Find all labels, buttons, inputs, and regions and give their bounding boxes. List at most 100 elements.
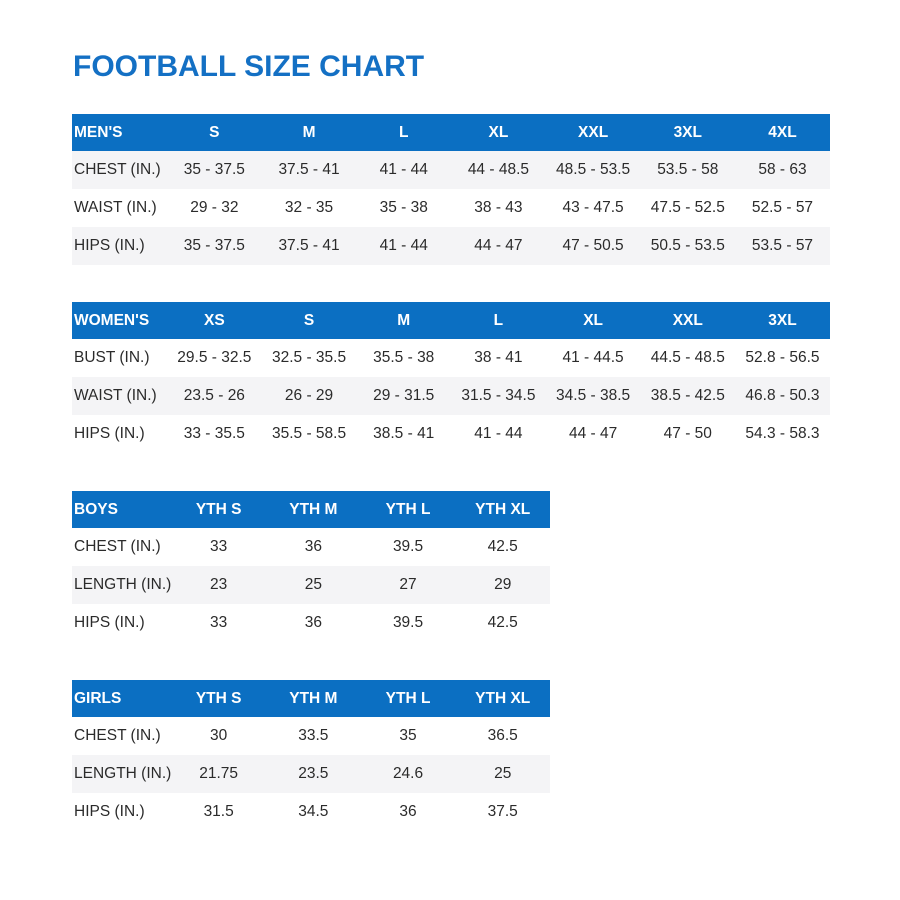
measurement-cell: 53.5 - 58 [640,151,736,189]
row-label: HIPS (IN.) [74,803,145,820]
row-label: HIPS (IN.) [74,614,145,631]
header-row: GIRLS YTH S YTH M YTH L YTH XL [72,680,551,717]
row-label: HIPS (IN.) [72,227,167,265]
measurement-cell: 35 - 37.5 [167,151,262,189]
measurement-cell: 41 - 44 [356,151,452,189]
measurement-cell: 34.5 - 38.5 [545,377,641,415]
measurement-cell: 23.5 - 26 [167,377,262,415]
girls-size-table: GIRLS YTH S YTH M YTH L YTH XL CHEST (IN.) 30 3… [72,680,551,831]
measurement-cell: 37.5 [487,803,518,820]
measurement-cell: 43 - 47.5 [562,199,624,216]
size-header: M [356,302,452,339]
row-label: CHEST (IN.) [74,538,161,555]
measurement-cell: 36 [304,538,322,555]
size-header: S [261,302,357,339]
category-header: MEN'S [72,114,167,151]
measurement-cell: 29 - 31.5 [356,377,452,415]
size-header: YTH L [360,491,456,528]
measurement-cell: 42.5 [487,538,518,555]
size-header: YTH S [171,491,266,528]
measurement-cell: 54.3 - 58.3 [745,425,820,442]
measurement-cell: 38 - 41 [474,349,523,366]
table-row: BUST (IN.) 29.5 - 32.5 32.5 - 35.5 35.5 - 3… [72,339,830,377]
measurement-cell: 29.5 - 32.5 [177,349,252,366]
measurement-cell: 33 - 35.5 [183,425,245,442]
measurement-cell: 47 - 50.5 [545,227,641,265]
row-label: CHEST (IN.) [74,727,161,744]
header-row: BOYS YTH S YTH M YTH L YTH XL [72,491,551,528]
measurement-cell: 42.5 [487,614,518,631]
measurement-cell: 32.5 - 35.5 [271,349,347,366]
size-header: XL [451,114,546,151]
row-label: LENGTH (IN.) [72,566,172,604]
measurement-cell: 37.5 - 41 [261,227,357,265]
table-row: CHEST (IN.) 33 36 39.5 42.5 [72,528,550,566]
size-header: YTH L [360,680,456,717]
table-row: LENGTH (IN.) 21.75 23.5 24.6 25 [72,755,551,793]
measurement-cell: 35.5 - 38 [373,349,435,366]
measurement-cell: 35.5 - 58.5 [271,425,347,442]
measurement-cell: 35 - 37.5 [167,227,262,265]
measurement-cell: 36 [304,614,322,631]
row-label: WAIST (IN.) [72,377,167,415]
size-header: 4XL [735,114,830,151]
measurement-cell: 29 - 32 [190,199,239,216]
measurement-cell: 31.5 [203,803,234,820]
measurement-cell: 33 [210,538,228,555]
table-row: WAIST (IN.) 23.5 - 26 26 - 29 29 - 31.5 31.5… [72,377,830,415]
category-header: GIRLS [72,680,172,717]
mens-size-table: MEN'S S M L XL XXL 3XL 4XL CHEST (IN.) 35 - 37.5 3… [72,114,830,265]
measurement-cell: 26 - 29 [261,377,357,415]
measurement-cell: 36.5 [487,727,518,744]
table-row: HIPS (IN.) 33 - 35.5 35.5 - 58.5 38.5 - 41 4… [72,415,830,453]
page-title: FOOTBALL SIZE CHART [73,50,425,83]
table-row: HIPS (IN.) 31.5 34.5 36 37.5 [72,793,550,831]
measurement-cell: 41 - 44 [356,227,452,265]
measurement-cell: 47 - 50 [663,425,712,442]
size-header: XXL [640,302,736,339]
measurement-cell: 44 - 47 [451,227,546,265]
measurement-cell: 58 - 63 [735,151,830,189]
measurement-cell: 38.5 - 42.5 [640,377,736,415]
size-header: 3XL [735,302,830,339]
measurement-cell: 35 [399,727,417,744]
measurement-cell: 23 [171,566,266,604]
size-header: L [356,114,452,151]
size-header: YTH XL [455,491,551,528]
header-row: WOMEN'S XS S M L XL XXL 3XL [72,302,830,339]
measurement-cell: 44 - 48.5 [451,151,546,189]
measurement-cell: 46.8 - 50.3 [735,377,830,415]
size-header: S [167,114,262,151]
measurement-cell: 44.5 - 48.5 [650,349,725,366]
row-label: WAIST (IN.) [74,199,157,216]
table-row: HIPS (IN.) 33 36 39.5 42.5 [72,604,550,642]
size-header: YTH XL [455,680,551,717]
boys-size-table: BOYS YTH S YTH M YTH L YTH XL CHEST (IN.) 33 36… [72,491,551,642]
measurement-cell: 44 - 47 [568,425,618,442]
row-label: LENGTH (IN.) [72,755,172,793]
table-row: HIPS (IN.) 35 - 37.5 37.5 - 41 41 - 44 44 - … [72,227,830,265]
size-header: YTH M [266,491,361,528]
row-label: HIPS (IN.) [74,425,145,442]
measurement-cell: 35 - 38 [379,199,428,216]
measurement-cell: 29 [455,566,551,604]
measurement-cell: 33.5 [298,727,329,744]
measurement-cell: 50.5 - 53.5 [640,227,736,265]
measurement-cell: 33 [210,614,228,631]
measurement-cell: 34.5 [298,803,329,820]
womens-size-table: WOMEN'S XS S M L XL XXL 3XL BUST (IN.) 29.5 - 32.… [72,302,830,453]
header-row: MEN'S S M L XL XXL 3XL 4XL [72,114,830,151]
measurement-cell: 21.75 [171,755,266,793]
measurement-cell: 48.5 - 53.5 [545,151,641,189]
size-header: XXL [545,114,641,151]
measurement-cell: 41 - 44 [474,425,523,442]
category-header: WOMEN'S [72,302,167,339]
measurement-cell: 27 [360,566,456,604]
category-header: BOYS [72,491,172,528]
table-row: CHEST (IN.) 30 33.5 35 36.5 [72,717,550,755]
measurement-cell: 31.5 - 34.5 [451,377,546,415]
measurement-cell: 37.5 - 41 [261,151,357,189]
size-header: XS [167,302,262,339]
measurement-cell: 52.5 - 57 [751,199,814,216]
measurement-cell: 24.6 [360,755,456,793]
